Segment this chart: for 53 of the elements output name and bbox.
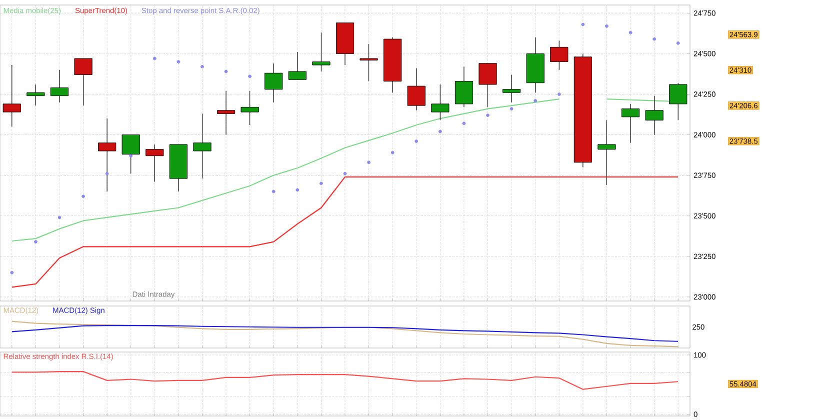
candlestick	[502, 74, 521, 103]
candlestick	[50, 70, 69, 103]
candlestick	[74, 58, 92, 106]
candlestick	[621, 104, 640, 144]
candlestick	[598, 120, 616, 186]
point	[676, 41, 680, 45]
point	[224, 70, 228, 74]
point	[58, 216, 62, 220]
candlestick	[193, 113, 212, 179]
candlestick	[216, 90, 236, 136]
point	[129, 154, 133, 158]
candlestick	[360, 44, 378, 82]
candlestick	[2, 64, 21, 127]
candlestick	[288, 52, 306, 80]
point	[367, 160, 370, 164]
point	[628, 30, 632, 34]
point	[462, 122, 466, 126]
candlestick	[669, 82, 688, 120]
candlestick	[26, 84, 45, 106]
point	[486, 114, 490, 117]
point	[272, 190, 276, 194]
point	[34, 240, 38, 244]
point	[320, 182, 323, 186]
point	[652, 37, 656, 41]
point	[510, 107, 514, 110]
candlestick	[264, 63, 283, 103]
point	[152, 56, 156, 60]
point	[557, 92, 561, 96]
candlestick	[550, 40, 568, 70]
point	[390, 150, 394, 154]
candlestick	[407, 68, 426, 111]
point	[10, 270, 14, 274]
point	[248, 74, 252, 78]
point	[438, 130, 442, 134]
point	[296, 188, 300, 192]
candlestick	[431, 84, 450, 120]
candlestick	[454, 66, 474, 108]
candlestick	[312, 32, 330, 72]
point	[176, 60, 180, 64]
candlestick	[146, 144, 164, 182]
candlestick	[478, 63, 497, 108]
candlestick	[645, 96, 664, 136]
point	[414, 140, 418, 143]
candlestick	[122, 134, 140, 174]
point	[82, 194, 85, 198]
point	[534, 98, 538, 102]
point	[605, 24, 608, 28]
candlestick	[240, 90, 259, 126]
point	[200, 64, 204, 68]
point	[581, 22, 585, 26]
point	[105, 172, 109, 176]
point	[343, 172, 347, 176]
candlestick	[98, 118, 116, 192]
